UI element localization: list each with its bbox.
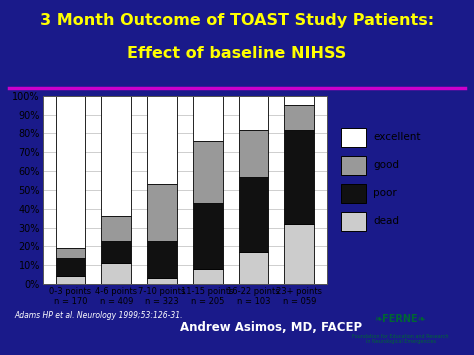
Bar — [341, 212, 366, 231]
Bar — [147, 278, 177, 284]
Bar — [147, 184, 177, 241]
Bar — [55, 277, 85, 284]
Text: dead: dead — [373, 216, 399, 226]
Bar — [284, 105, 314, 130]
Text: 3 Month Outcome of TOAST Study Patients:: 3 Month Outcome of TOAST Study Patients: — [40, 13, 434, 28]
Bar — [193, 141, 223, 203]
Text: Foundation for Education and Research
in Neurological Emergencies: Foundation for Education and Research in… — [352, 334, 449, 344]
Bar — [193, 96, 223, 141]
Bar — [341, 128, 366, 147]
Bar — [147, 96, 177, 184]
Text: Andrew Asimos, MD, FACEP: Andrew Asimos, MD, FACEP — [180, 321, 362, 334]
Text: poor: poor — [373, 188, 397, 198]
Bar — [101, 96, 131, 216]
Text: excellent: excellent — [373, 132, 420, 142]
Bar — [55, 96, 85, 248]
Text: good: good — [373, 160, 399, 170]
Bar — [193, 269, 223, 284]
Bar — [101, 241, 131, 263]
Bar — [101, 263, 131, 284]
Text: ❧FERNE❧: ❧FERNE❧ — [374, 314, 427, 324]
Bar — [55, 258, 85, 277]
Bar — [341, 156, 366, 175]
Text: Adams HP et al. Neurology 1999;53:126-31.: Adams HP et al. Neurology 1999;53:126-31… — [14, 311, 182, 320]
Text: Effect of baseline NIHSS: Effect of baseline NIHSS — [128, 46, 346, 61]
Bar — [284, 130, 314, 224]
Bar — [147, 241, 177, 278]
Bar — [284, 224, 314, 284]
Bar — [238, 96, 268, 130]
Bar — [238, 130, 268, 177]
Bar — [55, 248, 85, 258]
Bar — [284, 96, 314, 105]
Bar — [238, 252, 268, 284]
Bar — [193, 203, 223, 269]
Bar — [341, 184, 366, 203]
Bar — [101, 216, 131, 241]
Bar — [238, 177, 268, 252]
